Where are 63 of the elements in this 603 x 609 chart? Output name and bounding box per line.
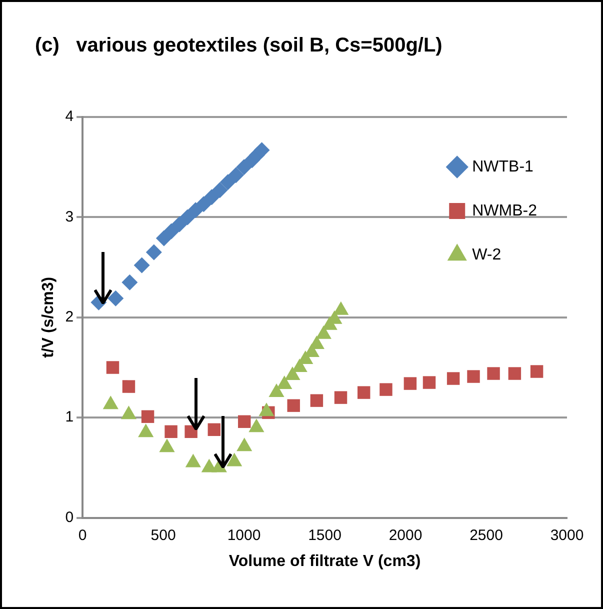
y-axis-title: t/V (s/cm3) <box>40 276 58 358</box>
point <box>122 380 136 393</box>
x-tick-label: 1500 <box>308 526 342 544</box>
point <box>141 410 154 423</box>
point <box>258 402 274 416</box>
point <box>487 367 500 380</box>
chart-title: (c) various geotextiles (soil B, Cs=500g/L) <box>35 34 442 57</box>
x-axis-title: Volume of filtrate V (cm3) <box>228 552 421 570</box>
point <box>467 370 480 383</box>
point <box>530 365 544 378</box>
x-tick-label: 0 <box>78 526 87 544</box>
point <box>236 438 252 452</box>
point <box>236 159 252 176</box>
point <box>208 423 221 436</box>
point <box>310 394 324 407</box>
point <box>268 384 284 398</box>
point <box>228 167 244 184</box>
point <box>422 376 436 389</box>
point <box>212 182 228 198</box>
point <box>446 372 460 385</box>
legend-label: W-2 <box>472 246 502 264</box>
x-tick-label: 500 <box>150 526 176 544</box>
point <box>204 189 220 206</box>
legend-label: NWMB-2 <box>472 202 538 220</box>
point <box>248 418 264 432</box>
y-tick-label: 1 <box>65 408 74 426</box>
point <box>226 452 242 466</box>
point <box>185 454 201 468</box>
point <box>276 376 292 390</box>
point <box>220 174 236 190</box>
point <box>108 290 124 306</box>
point <box>357 386 370 399</box>
point <box>287 399 300 412</box>
y-tick-label: 3 <box>65 208 74 226</box>
point <box>106 361 120 374</box>
point <box>156 230 172 246</box>
point <box>122 274 138 290</box>
x-tick-label: 2500 <box>470 526 503 544</box>
point <box>404 377 417 390</box>
y-tick-label: 0 <box>65 508 74 526</box>
point <box>134 257 150 274</box>
point <box>196 196 212 212</box>
legend-label: NWTB-1 <box>472 158 534 176</box>
y-tick-label: 2 <box>65 308 74 326</box>
point <box>508 367 522 380</box>
point <box>164 425 178 438</box>
point <box>284 366 300 380</box>
x-tick-label: 2000 <box>388 526 422 544</box>
point <box>171 216 188 232</box>
point <box>138 424 154 438</box>
point <box>120 406 137 420</box>
x-tick-label: 1000 <box>227 526 261 544</box>
point <box>163 223 180 240</box>
y-tick-label: 4 <box>65 108 74 126</box>
point <box>102 396 118 410</box>
point <box>254 142 270 158</box>
point <box>334 391 348 404</box>
point <box>380 383 392 396</box>
point <box>146 244 162 260</box>
x-tick-label: 3000 <box>550 526 584 544</box>
point <box>159 438 175 452</box>
point <box>180 209 196 226</box>
point <box>238 415 251 428</box>
